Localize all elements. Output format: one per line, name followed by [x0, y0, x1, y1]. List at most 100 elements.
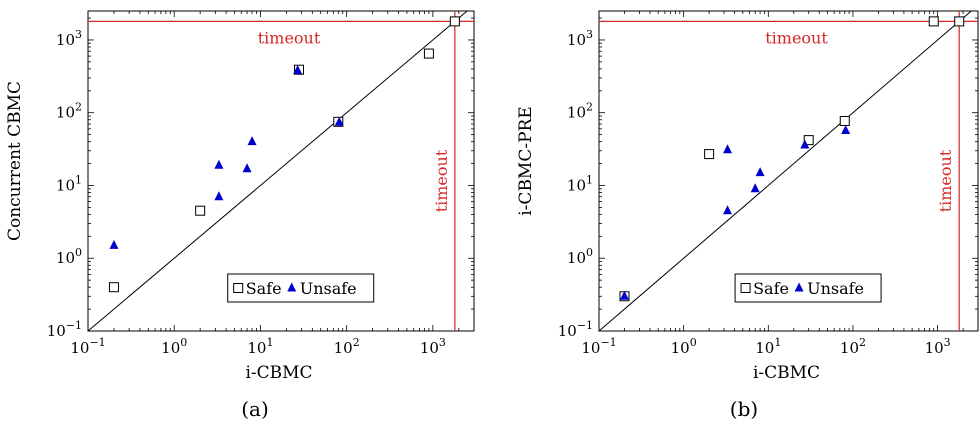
diagonal-line — [599, 11, 972, 331]
x-tick-label: 103 — [925, 336, 951, 357]
x-tick-base: 10 — [671, 339, 690, 357]
panel-caption: (b) — [730, 397, 758, 421]
y-tick-exp: 1 — [75, 173, 82, 186]
y-axis-label: i-CBMC-PRE — [516, 106, 536, 216]
x-tick-label: 101 — [247, 336, 273, 357]
y-tick-label: 103 — [56, 28, 82, 49]
y-tick-base: 10 — [567, 104, 586, 122]
y-tick-label: 102 — [56, 101, 82, 122]
legend-safe-label: Safe — [246, 279, 282, 298]
y-tick-label: 103 — [567, 28, 593, 49]
axis-ticks — [87, 11, 475, 332]
y-tick-base: 10 — [56, 249, 75, 267]
x-tick-exp: 1 — [774, 336, 781, 349]
y-tick-exp: 0 — [75, 246, 82, 259]
legend-safe-marker — [233, 283, 244, 293]
x-tick-label: 103 — [420, 336, 446, 357]
plot-frame — [598, 10, 979, 332]
legend: Safe Unsafe — [734, 273, 882, 303]
diagonal-line — [88, 11, 468, 331]
y-tick-label: 102 — [567, 101, 593, 122]
safe-point — [803, 135, 814, 146]
unsafe-point — [723, 144, 733, 154]
x-tick-exp: 3 — [439, 336, 446, 349]
x-tick-exp: 1 — [266, 336, 273, 349]
y-tick-base: 10 — [567, 31, 586, 49]
unsafe-point — [214, 159, 224, 169]
timeout-label-vertical: timeout — [432, 149, 451, 212]
y-tick-exp: 0 — [586, 246, 593, 259]
plot-area — [88, 11, 474, 331]
legend: Safe Unsafe — [227, 273, 375, 303]
x-tick-base: 10 — [840, 339, 859, 357]
x-tick-base: 10 — [581, 339, 600, 357]
safe-point — [954, 16, 965, 27]
y-tick-label: 10−1 — [47, 319, 82, 340]
x-tick-exp: 0 — [180, 336, 187, 349]
safe-point — [704, 149, 715, 160]
unsafe-point — [242, 163, 252, 173]
safe-point — [928, 16, 939, 27]
x-tick-base: 10 — [420, 339, 439, 357]
plot-frame — [87, 10, 475, 332]
y-tick-label: 101 — [567, 173, 593, 194]
unsafe-point — [619, 290, 629, 300]
x-tick-exp: −1 — [89, 336, 105, 349]
y-tick-base: 10 — [47, 322, 66, 340]
x-tick-label: 10−1 — [581, 336, 616, 357]
y-tick-base: 10 — [56, 104, 75, 122]
y-tick-base: 10 — [567, 249, 586, 267]
x-tick-label: 102 — [334, 336, 360, 357]
y-tick-exp: 1 — [586, 173, 593, 186]
safe-point — [423, 48, 434, 59]
axis-ticks — [598, 11, 979, 332]
legend-safe-label: Safe — [753, 279, 789, 298]
x-tick-base: 10 — [755, 339, 774, 357]
safe-point — [108, 282, 119, 293]
x-tick-base: 10 — [334, 339, 353, 357]
x-tick-label: 100 — [161, 336, 187, 357]
legend-unsafe-marker — [794, 282, 804, 292]
timeout-label-vertical: timeout — [936, 149, 955, 212]
y-tick-exp: 3 — [75, 28, 82, 41]
legend-box — [734, 273, 882, 303]
safe-point — [195, 205, 206, 216]
unsafe-point — [109, 239, 119, 249]
x-tick-exp: 2 — [353, 336, 360, 349]
unsafe-point — [214, 191, 224, 201]
x-tick-base: 10 — [925, 339, 944, 357]
y-tick-base: 10 — [558, 322, 577, 340]
y-tick-base: 10 — [56, 176, 75, 194]
x-tick-label: 102 — [840, 336, 866, 357]
x-tick-label: 10−1 — [70, 336, 105, 357]
x-axis-label: i-CBMC — [753, 363, 820, 383]
unsafe-point — [755, 167, 765, 177]
x-tick-base: 10 — [161, 339, 180, 357]
timeout-label-horizontal: timeout — [258, 28, 321, 47]
x-tick-exp: 2 — [859, 336, 866, 349]
legend-unsafe-label: Unsafe — [300, 279, 357, 298]
y-tick-label: 100 — [567, 246, 593, 267]
y-tick-label: 101 — [56, 173, 82, 194]
unsafe-point — [723, 205, 733, 215]
unsafe-point — [800, 139, 810, 149]
y-tick-exp: 2 — [75, 101, 82, 114]
unsafe-point — [334, 116, 344, 126]
x-tick-exp: −1 — [600, 336, 616, 349]
x-axis-label: i-CBMC — [245, 363, 312, 383]
plot-area — [599, 11, 978, 331]
x-tick-exp: 0 — [690, 336, 697, 349]
y-tick-exp: 3 — [586, 28, 593, 41]
y-tick-base: 10 — [56, 31, 75, 49]
panel-caption: (a) — [241, 397, 269, 421]
y-tick-exp: −1 — [66, 319, 82, 332]
y-tick-exp: 2 — [586, 101, 593, 114]
x-tick-base: 10 — [70, 339, 89, 357]
timeout-label-horizontal: timeout — [765, 28, 828, 47]
x-tick-base: 10 — [247, 339, 266, 357]
y-tick-exp: −1 — [577, 319, 593, 332]
unsafe-point — [247, 136, 257, 146]
legend-safe-marker — [740, 283, 751, 293]
